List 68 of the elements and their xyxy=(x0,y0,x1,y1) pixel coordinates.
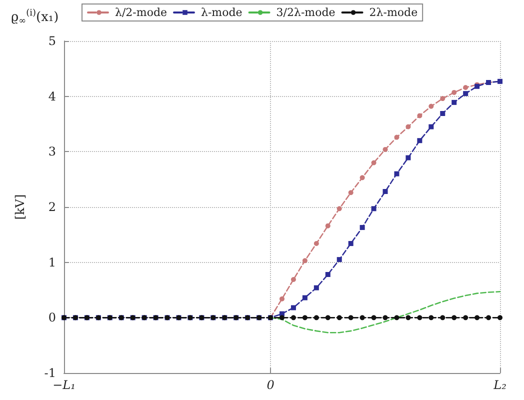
point xyxy=(290,276,296,282)
point xyxy=(348,241,354,246)
point xyxy=(382,315,388,320)
point xyxy=(325,272,330,278)
point xyxy=(394,315,400,320)
point xyxy=(290,315,296,320)
point xyxy=(302,295,308,300)
y-tick-label: 3 xyxy=(48,144,56,159)
point xyxy=(452,315,457,320)
point xyxy=(360,315,365,320)
point xyxy=(417,138,422,144)
point xyxy=(382,189,388,194)
point xyxy=(336,315,342,320)
point xyxy=(325,315,330,320)
point xyxy=(348,190,354,196)
point xyxy=(360,175,365,180)
point xyxy=(463,91,468,96)
point xyxy=(314,315,319,320)
y-axis-title: [kV] xyxy=(13,194,27,220)
point xyxy=(452,100,457,105)
point xyxy=(371,160,376,166)
point xyxy=(371,206,376,212)
legend-label: λ-mode xyxy=(201,6,242,19)
legend-label: 3/2λ-mode xyxy=(276,6,336,19)
point xyxy=(280,296,284,302)
point xyxy=(314,241,319,246)
point xyxy=(348,315,354,320)
point xyxy=(417,315,422,320)
point xyxy=(290,305,296,310)
point xyxy=(463,315,468,320)
point xyxy=(486,315,492,320)
x-tick-label: L₂ xyxy=(492,378,507,392)
point xyxy=(336,257,342,262)
point xyxy=(440,96,446,102)
point xyxy=(406,155,411,160)
point xyxy=(394,171,400,176)
x-tick-label: 0 xyxy=(266,378,275,392)
y-tick-label: 4 xyxy=(48,89,56,104)
point xyxy=(382,146,388,152)
y-tick-label: -1 xyxy=(44,366,56,380)
point xyxy=(336,206,342,212)
point xyxy=(280,315,284,320)
legend-label: λ/2-mode xyxy=(115,6,167,19)
point xyxy=(371,315,376,320)
point xyxy=(302,258,308,264)
point xyxy=(406,124,411,130)
x-tick-label: −L₁ xyxy=(52,378,76,392)
point xyxy=(428,104,434,109)
point xyxy=(498,315,502,320)
point xyxy=(452,90,457,95)
legend-label: 2λ-mode xyxy=(369,6,418,19)
point xyxy=(463,84,468,90)
point xyxy=(325,223,330,228)
point xyxy=(302,315,308,320)
point xyxy=(428,124,434,130)
y-tick-label: 0 xyxy=(48,310,56,325)
point xyxy=(394,134,400,140)
point xyxy=(314,285,319,290)
point xyxy=(417,113,422,118)
point xyxy=(406,315,411,320)
point xyxy=(440,315,446,320)
point xyxy=(360,224,365,230)
point xyxy=(474,315,480,320)
point xyxy=(428,315,434,320)
y-tick-label: 5 xyxy=(48,34,56,48)
y-tick-label: 2 xyxy=(48,200,56,214)
point xyxy=(440,110,446,116)
y-tick-label: 1 xyxy=(48,255,56,270)
